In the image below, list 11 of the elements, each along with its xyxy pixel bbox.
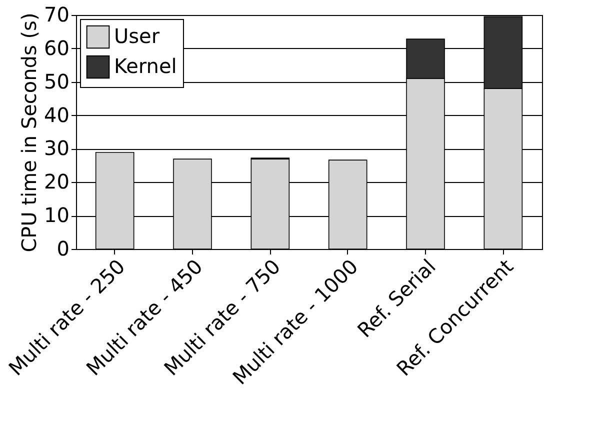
y-axis-title: CPU time in Seconds (s) [17, 12, 42, 252]
y-tick-label: 30 [44, 136, 70, 160]
y-tick-label: 20 [44, 170, 70, 194]
legend-label: User [114, 24, 160, 48]
y-tick-label: 50 [44, 69, 70, 94]
y-tick-label: 60 [44, 36, 70, 60]
y-tick-label: 70 [44, 2, 70, 26]
y-tick-label: 40 [44, 102, 70, 127]
y-tick-label: 0 [56, 236, 70, 260]
y-tick-label: 10 [44, 203, 70, 228]
legend-label: Kernel [114, 54, 177, 78]
